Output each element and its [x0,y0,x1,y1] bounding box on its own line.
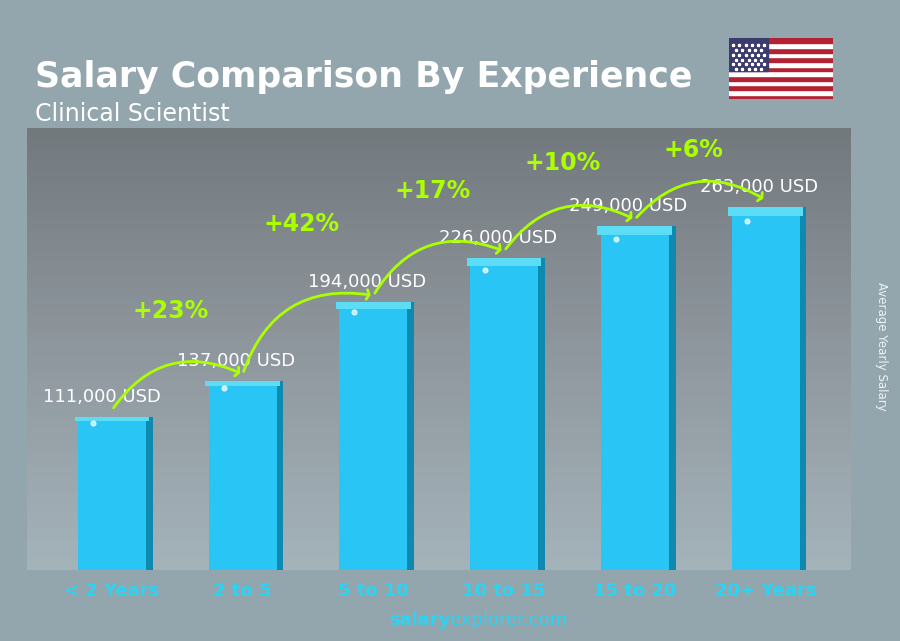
Bar [209,381,276,570]
Bar [408,303,414,570]
Text: +23%: +23% [132,299,209,323]
Text: 137,000 USD: 137,000 USD [177,352,295,370]
Bar [729,38,769,71]
Bar [601,226,669,570]
Bar [538,258,544,570]
Text: salary: salary [389,612,450,629]
Text: +10%: +10% [525,151,601,175]
Point [739,215,753,226]
Text: Salary Comparison By Experience: Salary Comparison By Experience [35,60,693,94]
Bar [729,43,832,48]
Point [608,234,623,244]
Text: 249,000 USD: 249,000 USD [569,197,688,215]
Text: 111,000 USD: 111,000 USD [42,388,160,406]
Bar [669,226,676,570]
Text: 263,000 USD: 263,000 USD [700,178,818,196]
Bar [729,38,832,43]
Text: +42%: +42% [264,212,339,236]
Bar [729,85,832,90]
Bar [336,303,410,309]
Bar [729,48,832,53]
Bar [146,417,153,570]
Bar [598,226,672,235]
Text: +17%: +17% [394,179,471,203]
Bar [729,81,832,85]
Point [347,307,362,317]
Bar [729,71,832,76]
Bar [799,207,806,570]
Text: Clinical Scientist: Clinical Scientist [35,102,230,126]
Bar [729,57,832,62]
Bar [467,258,542,266]
Point [216,383,230,394]
Text: +6%: +6% [663,138,724,162]
Bar [728,207,803,216]
Text: Average Yearly Salary: Average Yearly Salary [875,282,887,410]
Point [86,418,100,428]
Bar [78,417,146,570]
Text: 194,000 USD: 194,000 USD [308,273,426,291]
Point [478,265,492,275]
Bar [729,90,832,95]
Bar [729,67,832,71]
Bar [729,53,832,57]
Bar [470,258,538,570]
Bar [729,62,832,67]
Bar [729,95,832,99]
Bar [339,303,408,570]
Text: explorer.com: explorer.com [450,612,567,629]
Bar [75,417,149,421]
Bar [732,207,799,570]
Bar [729,76,832,81]
Bar [276,381,284,570]
Text: 226,000 USD: 226,000 USD [438,229,556,247]
Bar [205,381,280,386]
